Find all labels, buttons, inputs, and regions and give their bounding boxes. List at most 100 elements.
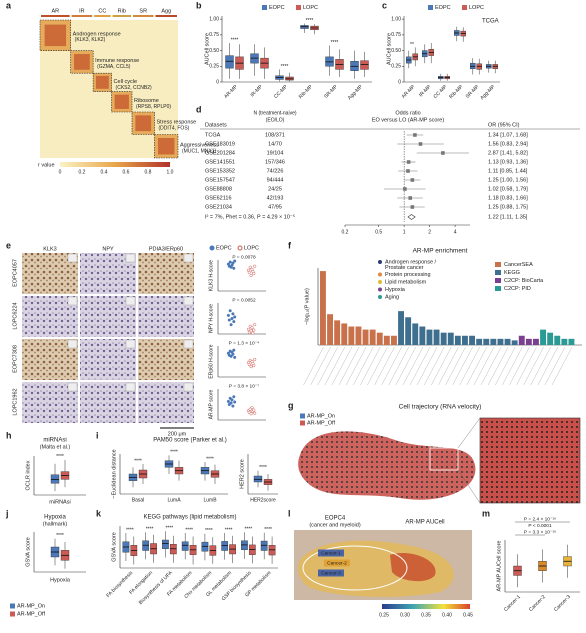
color-bar-tick: 0.8 bbox=[145, 169, 152, 175]
theme-label: Protein processing bbox=[385, 272, 431, 278]
legend-swatch bbox=[300, 420, 305, 426]
panel-title: Hypoxia bbox=[44, 515, 66, 521]
module-box bbox=[131, 111, 155, 135]
color-bar-tick: 0.30 bbox=[400, 612, 410, 618]
bar bbox=[362, 329, 369, 345]
data-point bbox=[229, 354, 233, 358]
significance: **** bbox=[331, 40, 339, 46]
heatmap-core bbox=[135, 115, 152, 132]
panel-label: k bbox=[96, 508, 102, 518]
bar bbox=[405, 317, 412, 345]
sample-size: 19/104 bbox=[267, 150, 284, 156]
x-tick-label: AR-MP bbox=[401, 84, 417, 100]
bar bbox=[320, 271, 326, 345]
color-bar-tick: 0.45 bbox=[463, 612, 473, 618]
dataset: GSE21034 bbox=[205, 204, 232, 210]
significance: **** bbox=[244, 527, 252, 533]
data-point bbox=[247, 363, 251, 367]
data-point bbox=[232, 320, 236, 324]
significance: **** bbox=[281, 64, 289, 70]
zoom-link bbox=[457, 417, 481, 449]
or-ci: 1.02 [0.58, 1.79] bbox=[488, 186, 528, 192]
dataset: GSE153352 bbox=[205, 168, 235, 174]
column-header: N (treatment-naive) bbox=[253, 110, 296, 116]
data-point bbox=[252, 364, 256, 368]
cluster-tag bbox=[318, 549, 344, 557]
data-point bbox=[226, 313, 230, 317]
heatmap-core bbox=[44, 24, 67, 47]
panel-subtitle: (cancer and myeloid) bbox=[309, 522, 361, 528]
term-label-stub bbox=[530, 346, 551, 386]
panel-label: e bbox=[6, 240, 11, 250]
bar bbox=[518, 335, 525, 345]
sample-size: 47/95 bbox=[268, 204, 282, 210]
y-tick-label: 0.75 bbox=[209, 32, 219, 38]
ihc-inset bbox=[67, 339, 78, 349]
significance: **** bbox=[306, 18, 314, 24]
x-tick-label: CC-MP bbox=[433, 84, 449, 100]
row-label: EOPC7308 bbox=[12, 345, 18, 373]
x-tick-label: Agg-MP bbox=[347, 84, 364, 101]
data-point bbox=[253, 411, 257, 415]
x-tick-label: Biosynthesis of UFA bbox=[138, 570, 174, 606]
data-point bbox=[253, 323, 257, 327]
legend-label: LOPC bbox=[244, 245, 259, 251]
bar bbox=[547, 332, 554, 345]
dataset: GSE157547 bbox=[205, 177, 235, 183]
panel-title: AR-MP AUCell bbox=[405, 520, 444, 526]
legend-swatch bbox=[300, 413, 305, 419]
data-point bbox=[231, 261, 235, 265]
y-tick-label: 1.00 bbox=[391, 16, 401, 22]
dataset: GSE88808 bbox=[205, 186, 232, 192]
term-label-stub bbox=[395, 346, 417, 386]
y-tick-label: 0.25 bbox=[391, 64, 401, 70]
bar bbox=[440, 332, 447, 345]
heatmap-core bbox=[95, 75, 109, 89]
module-name: Aggressiveness bbox=[180, 143, 219, 149]
heatmap-core bbox=[158, 138, 175, 155]
column-header: EO versus LO (AR-MP score) bbox=[372, 117, 444, 123]
row-label: EOPC4057 bbox=[12, 259, 18, 287]
y-axis-title: OCLR index bbox=[25, 460, 31, 490]
y-axis-title: AUCell score bbox=[386, 33, 392, 65]
term-label-stub bbox=[381, 346, 402, 386]
column-header: KLK3 bbox=[43, 246, 56, 252]
legend-swatch bbox=[495, 262, 501, 267]
group-label: IR bbox=[79, 8, 85, 14]
data-point bbox=[249, 273, 253, 278]
data-point bbox=[229, 323, 233, 327]
module-box bbox=[92, 72, 112, 92]
significance: **** bbox=[225, 527, 233, 533]
panel-label: d bbox=[196, 104, 202, 114]
term-label-stub bbox=[502, 346, 523, 386]
color-bar-tick: 0.40 bbox=[442, 612, 452, 618]
data-point bbox=[247, 270, 251, 274]
ihc-inset bbox=[125, 382, 136, 392]
module-box bbox=[154, 134, 179, 159]
bar bbox=[497, 338, 504, 345]
or-ci: 1.34 [1.07, 1.68] bbox=[488, 132, 528, 138]
significance: **** bbox=[165, 526, 173, 532]
term-label-stub bbox=[480, 346, 502, 386]
or-ci: 1.25 [1.00, 1.56] bbox=[488, 177, 528, 183]
dataset: TCGA bbox=[205, 132, 221, 138]
term-label-stub bbox=[388, 346, 409, 386]
panel-title: Cell trajectory (RNA velocity) bbox=[399, 404, 482, 411]
box bbox=[225, 55, 234, 69]
data-point bbox=[252, 408, 256, 412]
significance: **** bbox=[146, 527, 154, 533]
legend-marker bbox=[237, 245, 243, 251]
box bbox=[162, 539, 169, 549]
color-bar-tick: 0.4 bbox=[101, 169, 108, 175]
bar bbox=[483, 338, 490, 345]
module-name: Androgen response bbox=[73, 31, 121, 37]
p-value: P = 0.0052 bbox=[232, 297, 256, 303]
module-box bbox=[111, 91, 133, 113]
legend-label: EOPC bbox=[435, 5, 451, 11]
heatmap-core bbox=[114, 94, 129, 109]
panel-label: c bbox=[382, 0, 387, 10]
ihc-inset bbox=[183, 339, 194, 349]
y-axis-title: AR-MP score bbox=[208, 389, 214, 419]
